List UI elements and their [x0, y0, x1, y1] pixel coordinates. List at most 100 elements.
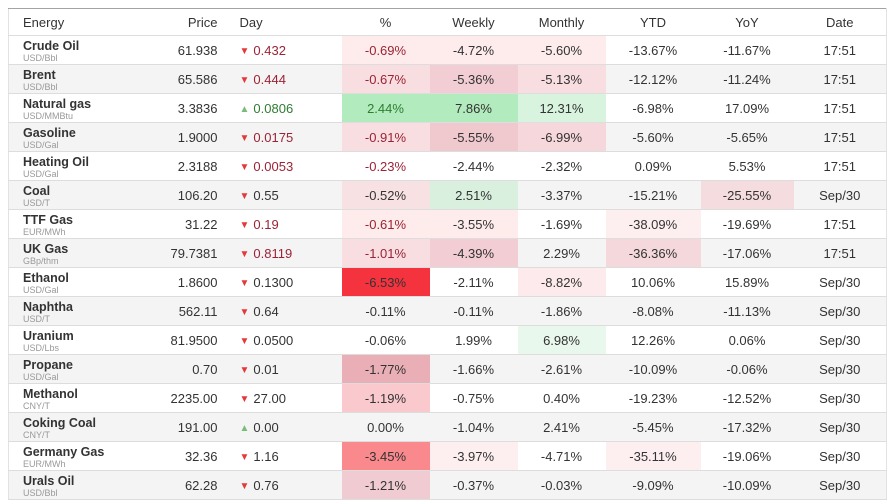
day-change-value: 0.0053	[253, 158, 294, 174]
commodity-link[interactable]: Gasoline	[23, 125, 76, 140]
triangle-down-icon: ▼	[239, 132, 250, 144]
commodity-link[interactable]: Methanol	[23, 386, 78, 401]
monthly-cell: -1.69%	[517, 209, 606, 239]
triangle-up-icon: ▲	[239, 103, 250, 115]
table-row: TTF Gas EUR/MWh 31.22 ▼ 0.19 -0.61% -3.55% -1.6…	[8, 209, 887, 239]
date-cell: 17:51	[793, 35, 887, 65]
ytd-cell: -6.98%	[605, 93, 701, 123]
commodity-link[interactable]: Urals Oil	[23, 473, 75, 488]
monthly-cell: -6.99%	[517, 122, 606, 152]
yoy-cell: -11.24%	[700, 64, 794, 94]
yoy-cell: -5.65%	[700, 122, 794, 152]
monthly-cell: -2.32%	[517, 151, 606, 181]
yoy-cell: 0.06%	[700, 325, 794, 355]
commodity-cell: Naphtha USD/T	[8, 296, 159, 326]
ytd-cell: 12.26%	[605, 325, 701, 355]
ytd-cell: -10.09%	[605, 354, 701, 384]
commodity-cell: Germany Gas EUR/MWh	[8, 441, 159, 471]
day-change-cell: ▼ 27.00	[233, 383, 342, 413]
day-change-value: 0.00	[253, 419, 279, 435]
commodity-unit: USD/Gal	[23, 168, 59, 179]
column-header-ytd: YTD	[605, 8, 701, 36]
weekly-cell: -3.97%	[429, 441, 518, 471]
table-row: Ethanol USD/Gal 1.8600 ▼ 0.1300 -6.53% -2.11% -…	[8, 267, 887, 297]
price-cell: 32.36	[158, 441, 234, 471]
table-row: Methanol CNY/T 2235.00 ▼ 27.00 -1.19% -0.75% 0.…	[8, 383, 887, 413]
commodity-unit: USD/Bbl	[23, 52, 58, 63]
ytd-cell: -8.08%	[605, 296, 701, 326]
commodity-link[interactable]: UK Gas	[23, 241, 69, 256]
monthly-cell: -1.86%	[517, 296, 606, 326]
day-change-cell: ▼ 0.55	[233, 180, 342, 210]
monthly-cell: -3.37%	[517, 180, 606, 210]
monthly-cell: -5.13%	[517, 64, 606, 94]
price-cell: 81.9500	[158, 325, 234, 355]
date-cell: Sep/30	[793, 267, 887, 297]
price-cell: 2.3188	[158, 151, 234, 181]
commodity-link[interactable]: Coal	[23, 183, 51, 198]
day-change-cell: ▼ 0.432	[233, 35, 342, 65]
monthly-cell: -5.60%	[517, 35, 606, 65]
monthly-cell: 0.40%	[517, 383, 606, 413]
commodity-link[interactable]: Germany Gas	[23, 444, 105, 459]
monthly-cell: -8.82%	[517, 267, 606, 297]
pct-cell: -1.19%	[341, 383, 430, 413]
day-change-cell: ▼ 0.0500	[233, 325, 342, 355]
day-change-cell: ▼ 0.64	[233, 296, 342, 326]
table-row: Gasoline USD/Gal 1.9000 ▼ 0.0175 -0.91% -5.55%…	[8, 122, 887, 152]
table-row: Uranium USD/Lbs 81.9500 ▼ 0.0500 -0.06% 1.99% 6…	[8, 325, 887, 355]
commodity-unit: EUR/MWh	[23, 226, 66, 237]
triangle-down-icon: ▼	[239, 190, 250, 202]
triangle-down-icon: ▼	[239, 74, 250, 86]
commodity-link[interactable]: Coking Coal	[23, 415, 96, 430]
date-cell: 17:51	[793, 151, 887, 181]
column-header-price: Price	[158, 8, 234, 36]
column-header-energy: Energy	[8, 8, 159, 36]
monthly-cell: 2.41%	[517, 412, 606, 442]
commodity-link[interactable]: Propane	[23, 357, 74, 372]
weekly-cell: -0.75%	[429, 383, 518, 413]
ytd-cell: -12.12%	[605, 64, 701, 94]
commodity-link[interactable]: TTF Gas	[23, 212, 74, 227]
day-change-cell: ▼ 0.01	[233, 354, 342, 384]
table-header: Energy Price Day% Weekly Monthly YTD YoY Date	[8, 8, 887, 36]
day-change-cell: ▼ 0.19	[233, 209, 342, 239]
yoy-cell: -10.09%	[700, 470, 794, 500]
weekly-cell: -5.55%	[429, 122, 518, 152]
commodity-link[interactable]: Crude Oil	[23, 38, 80, 53]
price-cell: 562.11	[158, 296, 234, 326]
day-change-cell: ▼ 1.16	[233, 441, 342, 471]
commodity-link[interactable]: Heating Oil	[23, 154, 89, 169]
commodity-unit: USD/Gal	[23, 371, 59, 382]
table-row: Coking Coal CNY/T 191.00 ▲ 0.00 0.00% -1.04% 2.…	[8, 412, 887, 442]
pct-cell: 2.44%	[341, 93, 430, 123]
price-cell: 2235.00	[158, 383, 234, 413]
pct-cell: -0.67%	[341, 64, 430, 94]
date-cell: Sep/30	[793, 325, 887, 355]
commodity-unit: USD/Gal	[23, 139, 59, 150]
commodity-link[interactable]: Uranium	[23, 328, 74, 343]
monthly-cell: 6.98%	[517, 325, 606, 355]
commodity-link[interactable]: Ethanol	[23, 270, 69, 285]
day-change-value: 0.1300	[253, 274, 294, 290]
commodity-cell: Propane USD/Gal	[8, 354, 159, 384]
commodity-link[interactable]: Naphtha	[23, 299, 73, 314]
price-cell: 61.938	[158, 35, 234, 65]
weekly-cell: -3.55%	[429, 209, 518, 239]
commodity-cell: Coking Coal CNY/T	[8, 412, 159, 442]
commodity-cell: UK Gas GBp/thm	[8, 238, 159, 268]
commodity-link[interactable]: Natural gas	[23, 96, 92, 111]
price-cell: 1.9000	[158, 122, 234, 152]
price-cell: 79.7381	[158, 238, 234, 268]
monthly-cell: -0.03%	[517, 470, 606, 500]
column-header-monthly: Monthly	[517, 8, 606, 36]
commodity-cell: TTF Gas EUR/MWh	[8, 209, 159, 239]
commodity-unit: EUR/MWh	[23, 458, 66, 469]
commodity-link[interactable]: Brent	[23, 67, 56, 82]
triangle-down-icon: ▼	[239, 161, 250, 173]
ytd-cell: 10.06%	[605, 267, 701, 297]
weekly-cell: 1.99%	[429, 325, 518, 355]
pct-cell: -0.52%	[341, 180, 430, 210]
weekly-cell: -4.72%	[429, 35, 518, 65]
